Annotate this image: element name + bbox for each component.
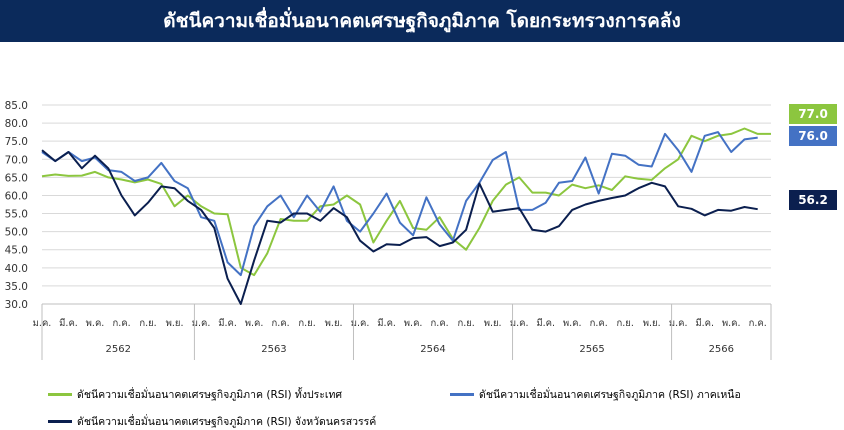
x-tick-label: ม.ค.: [192, 318, 211, 329]
x-tick-label: ม.ค.: [510, 318, 529, 329]
x-tick-label: มี.ค.: [377, 317, 396, 329]
legend-item-national: ดัชนีความเชื่อมั่นอนาคตเศรษฐกิจภูมิภาค (…: [48, 386, 342, 403]
legend-swatch-north: [450, 393, 474, 396]
x-tick-label: ก.ย.: [298, 318, 315, 329]
year-label: 2565: [579, 344, 604, 355]
x-tick-label: พ.ค.: [404, 318, 423, 329]
x-tick-label: ม.ค.: [351, 318, 370, 329]
x-tick-label: พ.ค.: [563, 318, 582, 329]
x-tick-label: พ.ย.: [484, 318, 502, 329]
legend-item-nakhonsawan: ดัชนีความเชื่อมั่นอนาคตเศรษฐกิจภูมิภาค (…: [48, 413, 376, 430]
x-tick-label: มี.ค.: [218, 317, 237, 329]
y-tick-label: 65.0: [5, 172, 28, 184]
x-tick-label: ก.ย.: [139, 318, 156, 329]
x-tick-label: ก.ย.: [457, 318, 474, 329]
x-tick-label: พ.ค.: [722, 318, 741, 329]
chart-title: ดัชนีความเชื่อมั่นอนาคตเศรษฐกิจภูมิภาค โ…: [163, 10, 681, 32]
y-tick-label: 50.0: [5, 227, 28, 239]
series-line-nakhonsawan: [41, 149, 758, 305]
x-tick-label: ก.ค.: [112, 318, 130, 329]
legend-swatch-nakhonsawan: [48, 420, 72, 423]
x-tick-label: ก.ค.: [590, 318, 608, 329]
legend-label-nakhonsawan: ดัชนีความเชื่อมั่นอนาคตเศรษฐกิจภูมิภาค (…: [77, 416, 377, 428]
y-tick-label: 45.0: [5, 245, 28, 257]
y-tick-label: 70.0: [5, 154, 28, 166]
x-tick-label: พ.ค.: [245, 318, 264, 329]
y-tick-label: 30.0: [5, 299, 28, 311]
x-tick-label: ก.ค.: [749, 318, 767, 329]
legend-label-north: ดัชนีความเชื่อมั่นอนาคตเศรษฐกิจภูมิภาค (…: [479, 389, 741, 401]
series-line-north: [41, 131, 758, 277]
y-tick-label: 60.0: [5, 190, 28, 202]
x-tick-label: มี.ค.: [695, 317, 714, 329]
year-label: 2563: [261, 344, 286, 355]
y-tick-label: 80.0: [5, 118, 28, 130]
y-tick-label: 35.0: [5, 281, 28, 293]
badge-north: 76.0: [789, 126, 837, 146]
x-tick-label: ก.ค.: [272, 318, 290, 329]
x-tick-label: พ.ย.: [325, 318, 343, 329]
series-line-national: [41, 127, 771, 277]
y-tick-label: 85.0: [5, 100, 28, 112]
x-tick-label: ม.ค.: [669, 318, 688, 329]
x-tick-label: มี.ค.: [536, 317, 555, 329]
x-tick-label: ก.ค.: [431, 318, 449, 329]
y-tick-label: 40.0: [5, 263, 28, 275]
legend-swatch-national: [48, 393, 72, 396]
line-chart: 30.0 35.0 40.0 45.0 50.0 55.0 60.0 65.0 70.0 75.0…: [5, 100, 772, 360]
x-tick-label: ก.ย.: [617, 318, 634, 329]
x-tick-label: พ.ย.: [643, 318, 661, 329]
year-label: 2562: [105, 344, 130, 355]
year-label: 2564: [420, 344, 445, 355]
x-tick-label: มี.ค.: [59, 317, 78, 329]
badge-national: 77.0: [789, 104, 837, 124]
year-label: 2566: [709, 344, 734, 355]
legend-label-national: ดัชนีความเชื่อมั่นอนาคตเศรษฐกิจภูมิภาค (…: [77, 389, 343, 401]
title-bar: ดัชนีความเชื่อมั่นอนาคตเศรษฐกิจภูมิภาค โ…: [0, 0, 844, 42]
x-tick-label: พ.ย.: [166, 318, 184, 329]
y-tick-label: 55.0: [5, 209, 28, 221]
y-tick-label: 75.0: [5, 136, 28, 148]
badge-nakhonsawan: 56.2: [789, 190, 837, 210]
x-tick-label: พ.ค.: [86, 318, 105, 329]
legend-item-north: ดัชนีความเชื่อมั่นอนาคตเศรษฐกิจภูมิภาค (…: [450, 386, 741, 403]
